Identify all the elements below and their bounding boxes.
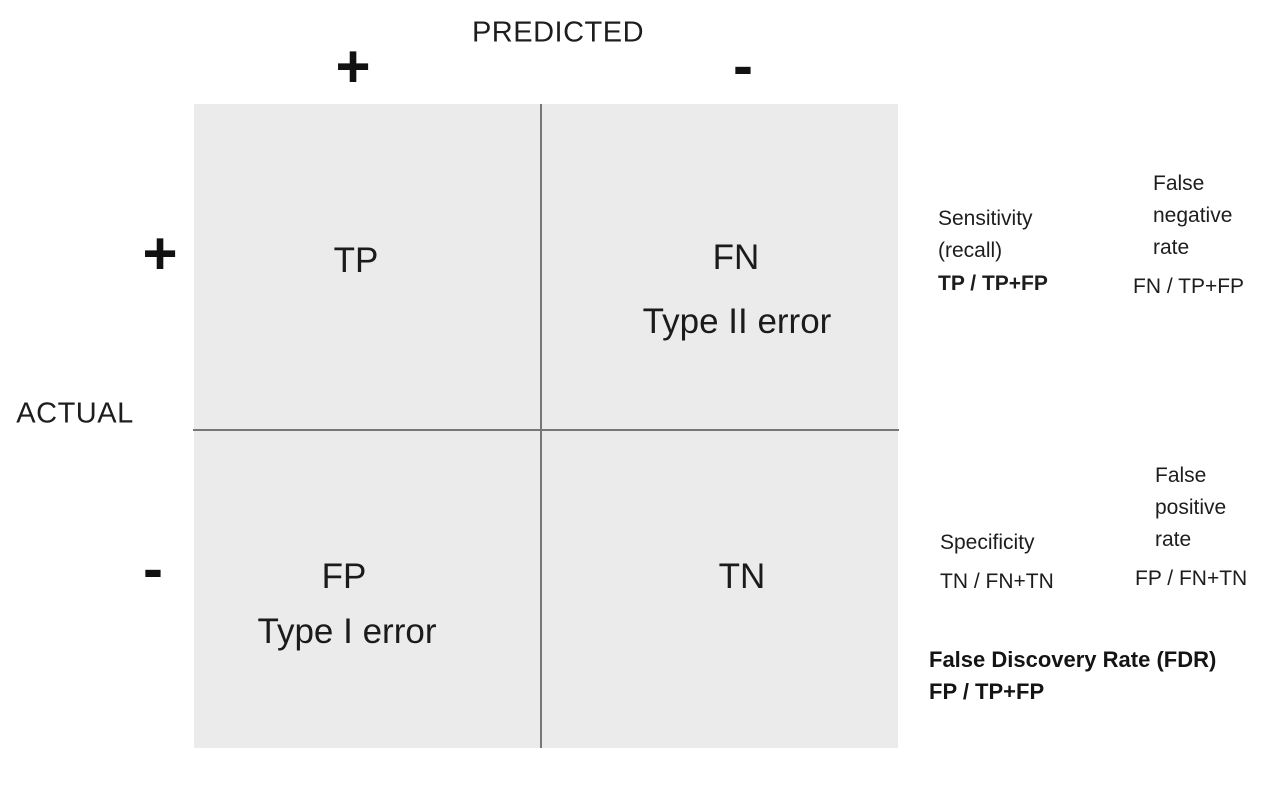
predicted-minus-sign: -: [733, 32, 753, 99]
predicted-plus-sign: +: [335, 33, 371, 100]
matrix-grid: [193, 104, 899, 748]
metric-false-negative-rate: False negative rate FN / TP+FP: [1133, 168, 1273, 303]
matrix-horizontal-divider: [193, 429, 899, 431]
actual-axis-label: ACTUAL: [16, 397, 134, 430]
metric-false-negative-rate-title: False negative rate: [1153, 172, 1233, 259]
actual-plus-sign: +: [142, 220, 178, 287]
metric-specificity-title: Specificity: [940, 531, 1035, 554]
cell-tn-label: TN: [718, 557, 766, 596]
cell-fn-error-type: Type II error: [642, 302, 832, 341]
metric-fdr-title: False Discovery Rate (FDR): [929, 647, 1217, 672]
metric-sensitivity-title: Sensitivity (recall): [938, 207, 1033, 262]
metric-specificity: Specificity TN / FN+TN: [940, 527, 1110, 598]
metric-false-positive-rate: False positive rate FP / FN+TN: [1135, 460, 1275, 595]
metric-specificity-formula: TN / FN+TN: [940, 570, 1054, 593]
metric-fdr-formula: FP / TP+FP: [929, 679, 1045, 704]
cell-fp-error-type: Type I error: [257, 612, 437, 651]
cell-fp-label: FP: [321, 557, 367, 596]
cell-tp-label: TP: [333, 241, 379, 280]
predicted-axis-label: PREDICTED: [471, 16, 645, 49]
metric-false-negative-rate-formula: FN / TP+FP: [1133, 275, 1245, 298]
metric-sensitivity: Sensitivity (recall) TP / TP+FP: [938, 203, 1108, 300]
cell-fn-label: FN: [712, 238, 760, 277]
actual-minus-sign: -: [143, 535, 163, 602]
metric-sensitivity-formula: TP / TP+FP: [938, 272, 1048, 295]
metric-false-positive-rate-title: False positive rate: [1155, 464, 1227, 551]
metric-fdr: False Discovery Rate (FDR) FP / TP+FP: [929, 644, 1259, 708]
matrix-vertical-divider: [540, 104, 542, 748]
metric-false-positive-rate-formula: FP / FN+TN: [1135, 567, 1248, 590]
